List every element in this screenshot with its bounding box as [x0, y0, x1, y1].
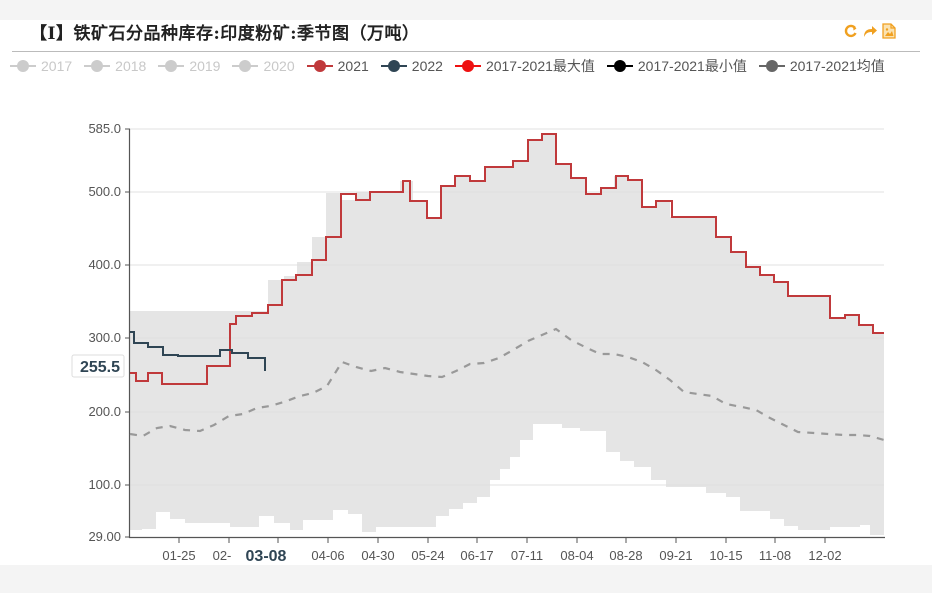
- legend-item-min[interactable]: 2017-2021最小值: [606, 56, 747, 76]
- share-icon[interactable]: [862, 22, 878, 40]
- svg-text:06-17: 06-17: [460, 548, 493, 563]
- svg-text:08-28: 08-28: [609, 548, 642, 563]
- legend-label: 2018: [115, 58, 147, 74]
- legend-item-2022[interactable]: 2022: [380, 58, 443, 74]
- legend-item-2020[interactable]: 2020: [232, 58, 295, 74]
- series-2021-line: [130, 133, 884, 385]
- min-band-cutout: [130, 424, 884, 537]
- legend-item-max[interactable]: 2017-2021最大值: [454, 56, 595, 76]
- legend-item-2021[interactable]: 2021: [306, 58, 369, 74]
- legend-marker-icon: [84, 59, 111, 73]
- legend-marker-icon: [606, 59, 633, 73]
- legend: 2017 2018 2019 2020 2021 2022 2017-2021最…: [10, 56, 897, 76]
- svg-text:09-21: 09-21: [659, 548, 692, 563]
- svg-text:01-25: 01-25: [162, 548, 195, 563]
- legend-label: 2021: [337, 58, 369, 74]
- series-2022-line: [130, 331, 266, 371]
- svg-text:11-08: 11-08: [759, 548, 791, 563]
- y-tick-labels: 585.0 500.0 400.0 300.0 200.0 100.0 29.0…: [88, 121, 121, 544]
- svg-text:200.0: 200.0: [88, 404, 121, 419]
- svg-text:10-15: 10-15: [709, 548, 742, 563]
- crosshair-y-label: 255.5: [71, 354, 125, 378]
- legend-marker-icon: [232, 59, 259, 73]
- series-mean-line: [129, 327, 885, 442]
- export-image-icon[interactable]: [881, 22, 897, 40]
- svg-text:300.0: 300.0: [88, 330, 121, 345]
- svg-text:05-24: 05-24: [411, 548, 444, 563]
- legend-label: 2019: [189, 58, 221, 74]
- legend-label: 2017-2021最小值: [637, 58, 747, 74]
- legend-marker-icon: [454, 59, 481, 73]
- legend-item-mean[interactable]: 2017-2021均值: [758, 56, 885, 76]
- top-bar: [0, 0, 932, 20]
- legend-item-2017[interactable]: 2017: [10, 58, 72, 74]
- legend-marker-icon: [306, 59, 333, 73]
- gridlines: [130, 128, 884, 486]
- svg-text:02-: 02-: [213, 548, 232, 563]
- legend-label: 2017-2021均值: [789, 58, 885, 74]
- svg-text:585.0: 585.0: [88, 121, 121, 136]
- svg-text:100.0: 100.0: [88, 477, 121, 492]
- svg-text:255.5: 255.5: [80, 359, 120, 376]
- bottom-strip: [0, 565, 932, 593]
- legend-item-2018[interactable]: 2018: [84, 58, 146, 74]
- svg-text:400.0: 400.0: [88, 257, 121, 272]
- legend-marker-icon: [158, 59, 185, 73]
- legend-label: 2020: [263, 58, 295, 74]
- legend-marker-icon: [10, 59, 36, 73]
- legend-marker-icon: [380, 59, 407, 73]
- legend-label: 2017: [41, 58, 73, 74]
- max-band-area: [130, 134, 884, 537]
- x-tick-marks: [178, 537, 826, 543]
- svg-text:500.0: 500.0: [88, 184, 121, 199]
- y-tick-marks: [125, 128, 130, 538]
- svg-text:03-08: 03-08: [246, 548, 287, 565]
- chart-toolbar: [843, 22, 897, 40]
- svg-text:04-30: 04-30: [361, 548, 394, 563]
- legend-label: 2017-2021最大值: [485, 58, 595, 74]
- svg-text:29.00: 29.00: [88, 529, 121, 544]
- legend-item-2019[interactable]: 2019: [158, 58, 220, 74]
- x-tick-labels: 01-25 02- 03-08 04-06 04-30 05-24 06-17 …: [162, 548, 841, 565]
- legend-marker-icon: [758, 59, 785, 73]
- svg-text:04-06: 04-06: [311, 548, 344, 563]
- svg-text:12-02: 12-02: [808, 548, 841, 563]
- title-divider: [12, 51, 920, 52]
- svg-text:07-11: 07-11: [511, 548, 543, 563]
- refresh-icon[interactable]: [843, 22, 859, 40]
- chart-title: 【I】铁矿石分品种库存:印度粉矿:季节图（万吨）: [30, 24, 420, 44]
- svg-text:08-04: 08-04: [560, 548, 593, 563]
- legend-label: 2022: [411, 58, 443, 74]
